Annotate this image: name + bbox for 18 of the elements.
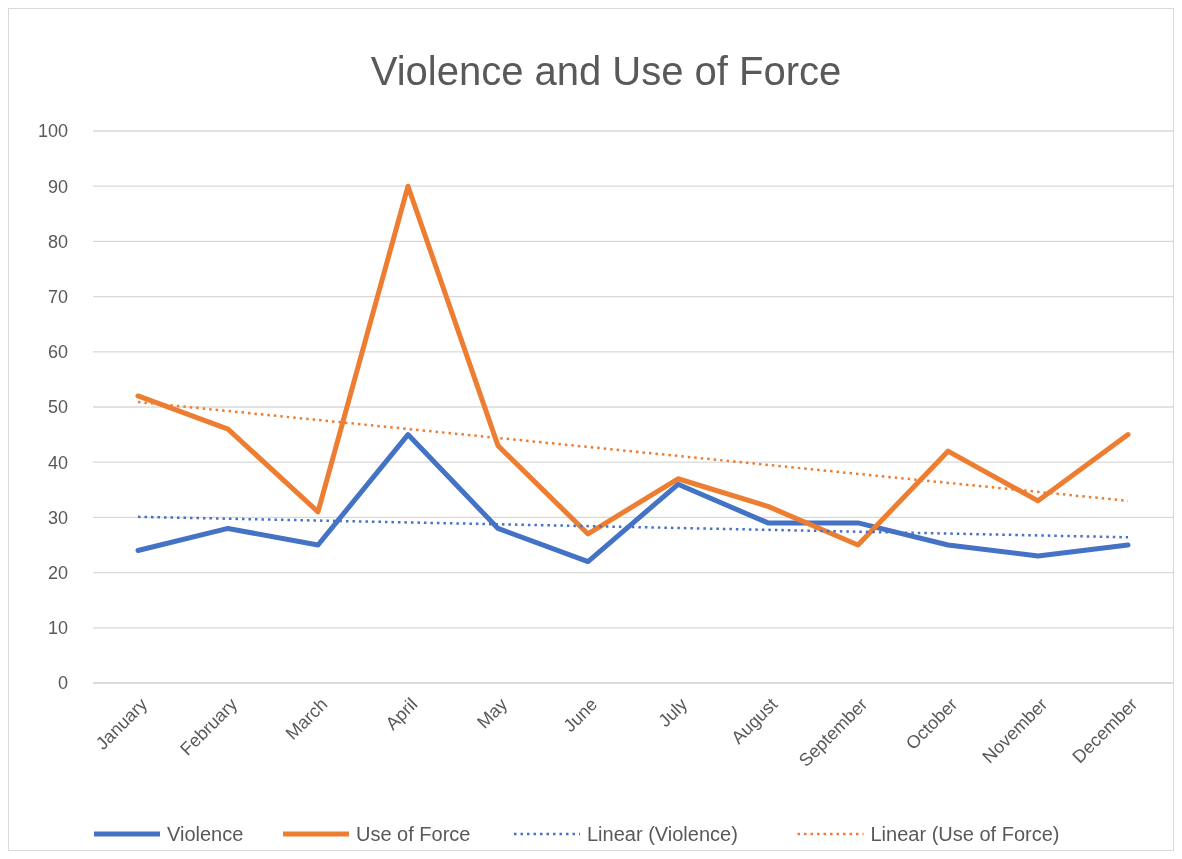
y-tick-label: 0 [57,673,68,694]
y-tick-label: 60 [47,342,68,363]
y-tick-label: 20 [47,562,68,583]
chart-title: Violence and Use of Force [370,49,842,93]
y-tick-label: 70 [47,286,68,307]
legend-label: Use of Force [356,823,471,845]
y-tick-label: 40 [47,452,68,473]
y-tick-label: 80 [47,231,68,252]
x-tick-label: July [654,694,692,731]
y-tick-label: 100 [37,121,68,142]
legend-label: Violence [167,823,244,845]
y-tick-label: 30 [47,507,68,528]
x-tick-label: May [473,694,512,733]
legend-label: Linear (Use of Force) [870,823,1060,845]
y-tick-label: 10 [47,618,68,639]
y-tick-label: 90 [47,176,68,197]
y-tick-label: 50 [47,397,68,418]
legend-label: Linear (Violence) [587,823,738,845]
